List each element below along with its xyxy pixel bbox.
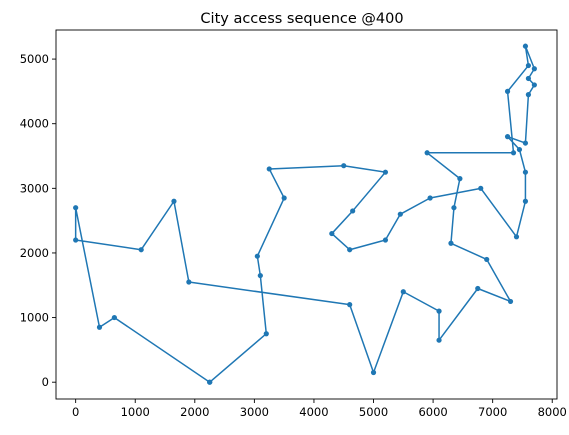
data-point [138,247,144,253]
data-point [382,237,389,243]
y-tick-label: 5000 [20,52,49,66]
data-point [266,166,272,172]
data-point [96,324,103,330]
data-point [347,302,353,308]
data-point [424,150,430,156]
data-point [522,198,529,204]
data-point [525,62,532,69]
data-point [171,198,177,204]
axis-ticks: 0 1000 2000 3000 4000 5000 6000 7000 8000 0 1000 20… [20,52,567,419]
data-point [451,205,457,211]
data-point [504,88,511,94]
data-point [531,82,537,88]
data-point [513,234,520,240]
data-point [341,163,347,169]
data-point [207,379,213,385]
data-point [531,66,537,72]
data-point [427,195,433,201]
x-tick-label: 1000 [121,405,150,419]
data-point [436,337,442,343]
data-point [329,230,335,237]
x-tick-label: 2000 [180,405,209,419]
data-point [73,237,79,243]
data-point [484,256,490,263]
x-tick-label: 7000 [478,405,507,419]
x-tick-label: 5000 [359,405,388,419]
y-tick-label: 4000 [20,117,49,131]
plot-area [73,43,537,385]
data-point [525,75,532,82]
data-point [522,140,529,146]
y-tick-label: 3000 [20,181,49,195]
axes-frame [55,29,558,400]
data-point [525,92,532,98]
data-point [382,169,389,175]
data-point [504,134,511,140]
data-point [397,211,403,217]
data-point [516,146,523,153]
data-point [457,176,463,182]
series-line [74,45,536,383]
y-tick-label: 1000 [20,311,49,325]
data-point [257,272,263,279]
y-tick-label: 0 [42,375,49,389]
data-point [263,331,269,337]
data-point [436,308,442,314]
y-tick-label: 2000 [20,246,49,260]
x-tick-label: 3000 [240,405,269,419]
data-point [448,240,454,246]
data-point [350,208,356,214]
data-point [522,169,529,175]
data-point [507,298,514,305]
data-point [281,195,287,201]
data-point [400,289,406,295]
x-tick-label: 4000 [299,405,328,419]
data-point [510,150,517,156]
data-point [522,43,529,49]
data-point [73,205,79,211]
data-point [186,279,192,285]
x-tick-label: 8000 [538,405,567,419]
x-tick-label: 0 [72,405,79,419]
x-tick-label: 6000 [418,405,447,419]
data-point [111,314,117,321]
data-point [475,285,481,292]
data-point [347,247,353,253]
data-point [478,185,484,191]
chart-title: City access sequence @400 [200,11,403,27]
data-point [370,369,377,376]
data-point [254,253,260,259]
